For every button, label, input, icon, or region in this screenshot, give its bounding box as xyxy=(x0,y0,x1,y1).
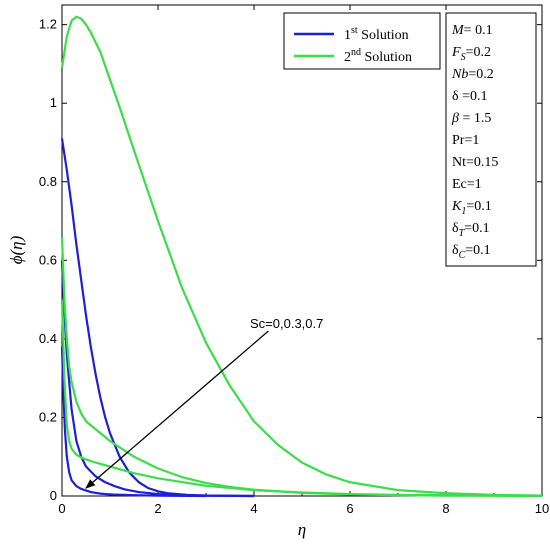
parameter-3: δ =0.1 xyxy=(452,89,488,104)
legend-box xyxy=(283,12,441,70)
y-tick-label-1: 0.2 xyxy=(39,409,57,424)
parameter-6: Nt=0.15 xyxy=(452,155,498,170)
annotation-text: Sc=0,0.3,0.7 xyxy=(250,316,323,331)
y-tick-label-4: 0.8 xyxy=(39,174,57,189)
series-line-2nd-sc-0.3 xyxy=(60,236,543,498)
series-line-1st-sc-0.7 xyxy=(60,346,207,498)
annotation: Sc=0,0.3,0.7 xyxy=(85,316,323,489)
parameter-4: β = 1.5 xyxy=(451,111,491,126)
y-tick-label-5: 1 xyxy=(50,95,57,110)
series-line-2nd-sc-0.7 xyxy=(60,299,543,497)
legend-label-1: 1st Solution xyxy=(344,25,409,43)
annotation-arrow xyxy=(85,330,269,489)
x-tick-label-3: 6 xyxy=(346,501,353,516)
parameter-8: K1=0.1 xyxy=(451,199,492,217)
x-tick-label-0: 0 xyxy=(58,501,65,516)
legend-label-2: 2nd Solution xyxy=(344,47,412,65)
y-tick-label-2: 0.4 xyxy=(39,331,57,346)
parameter-0: M= 0.1 xyxy=(451,23,493,38)
x-tick-label-1: 2 xyxy=(154,501,161,516)
y-tick-label-3: 0.6 xyxy=(39,252,57,267)
parameter-10: δC=0.1 xyxy=(452,243,491,261)
x-tick-label-2: 4 xyxy=(250,501,257,516)
y-tick-label-0: 0 xyxy=(50,488,57,503)
parameter-9: δT=0.1 xyxy=(452,221,490,239)
x-axis-label: η xyxy=(298,520,306,539)
parameter-5: Pr=1 xyxy=(452,133,479,148)
parameter-box: M= 0.1 FS=0.2 Nb=0.2 δ =0.1 β = 1.5 Pr=1 Nt=0.… xyxy=(445,12,537,267)
parameter-2: Nb=0.2 xyxy=(451,67,494,82)
legend: 1st Solution 2nd Solution xyxy=(283,12,441,70)
x-tick-label-4: 8 xyxy=(442,501,449,516)
series-lines xyxy=(60,15,543,498)
parameter-1: FS=0.2 xyxy=(451,45,491,63)
parameter-7: Ec=1 xyxy=(452,177,482,192)
y-axis-label: ϕ(η) xyxy=(7,235,26,264)
y-tick-label-6: 1.2 xyxy=(39,17,57,32)
series-line-1st-sc-0 xyxy=(60,138,255,498)
parameter-box-frame xyxy=(445,12,537,267)
series-line-2nd-sc-0 xyxy=(60,15,543,497)
x-tick-label-5: 10 xyxy=(535,501,549,516)
